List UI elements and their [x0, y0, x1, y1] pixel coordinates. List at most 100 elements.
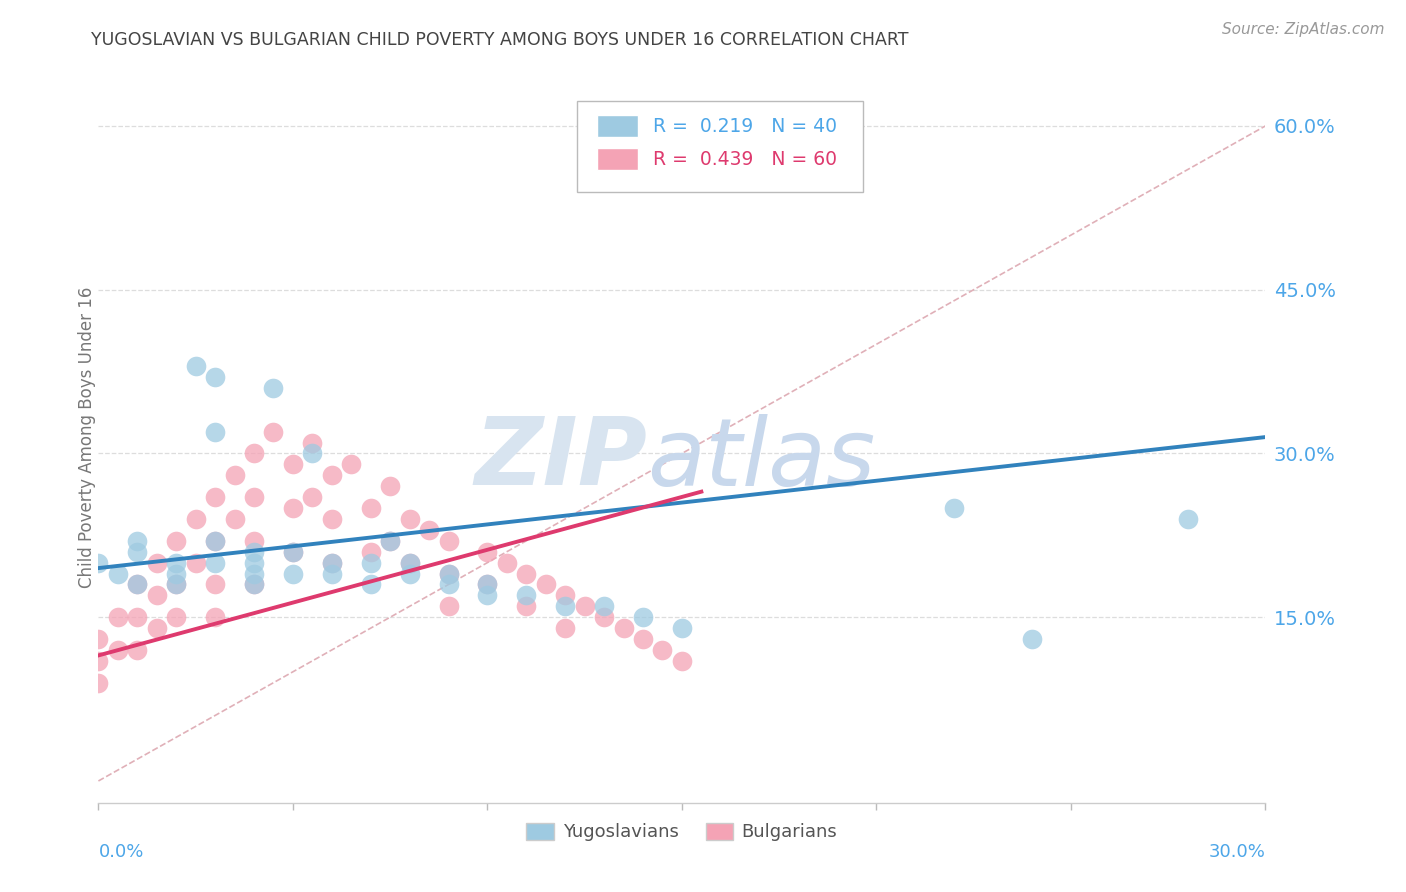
Point [127, 545, 149, 559]
Point [398, 556, 420, 570]
Point [243, 577, 266, 591]
Point [165, 577, 187, 591]
Point [554, 599, 576, 614]
Point [437, 599, 460, 614]
Point [204, 533, 226, 548]
Point [165, 610, 187, 624]
Point [146, 556, 169, 570]
Text: R =  0.219   N = 40: R = 0.219 N = 40 [652, 117, 837, 136]
Point [515, 566, 537, 581]
Point [437, 566, 460, 581]
Text: atlas: atlas [647, 414, 875, 505]
Point [87, 632, 110, 646]
Point [398, 512, 420, 526]
Point [515, 588, 537, 602]
Point [87, 654, 110, 668]
Point [146, 621, 169, 635]
Legend: Yugoslavians, Bulgarians: Yugoslavians, Bulgarians [519, 815, 845, 848]
Point [204, 370, 226, 384]
Point [554, 621, 576, 635]
Point [243, 490, 266, 504]
Point [107, 566, 129, 581]
Point [165, 577, 187, 591]
Point [437, 566, 460, 581]
Point [204, 490, 226, 504]
Point [127, 643, 149, 657]
Point [477, 577, 499, 591]
Point [1021, 632, 1043, 646]
Point [127, 533, 149, 548]
Point [321, 512, 343, 526]
Point [554, 588, 576, 602]
Point [262, 381, 284, 395]
Y-axis label: Child Poverty Among Boys Under 16: Child Poverty Among Boys Under 16 [79, 286, 96, 588]
Point [321, 556, 343, 570]
Point [243, 533, 266, 548]
Point [107, 643, 129, 657]
Point [398, 566, 420, 581]
Text: R =  0.439   N = 60: R = 0.439 N = 60 [652, 150, 837, 169]
Point [243, 577, 266, 591]
Point [477, 545, 499, 559]
Point [146, 588, 169, 602]
Point [380, 533, 402, 548]
Point [165, 556, 187, 570]
Text: 0.0%: 0.0% [98, 843, 143, 861]
Point [321, 566, 343, 581]
Point [496, 556, 519, 570]
Point [631, 610, 654, 624]
Point [593, 599, 616, 614]
Point [243, 446, 266, 460]
Point [321, 468, 343, 483]
Point [281, 545, 304, 559]
Point [301, 435, 323, 450]
Point [204, 425, 226, 439]
Point [380, 533, 402, 548]
Point [184, 512, 207, 526]
Point [380, 479, 402, 493]
Point [204, 577, 226, 591]
Point [631, 632, 654, 646]
Point [340, 458, 363, 472]
Point [243, 545, 266, 559]
Text: ZIP: ZIP [474, 413, 647, 505]
Point [184, 359, 207, 373]
Point [360, 501, 382, 516]
Point [243, 556, 266, 570]
Point [224, 512, 246, 526]
Point [165, 566, 187, 581]
Point [127, 577, 149, 591]
Point [301, 490, 323, 504]
Point [262, 425, 284, 439]
Point [224, 468, 246, 483]
Point [301, 446, 323, 460]
Point [1177, 512, 1199, 526]
Text: Source: ZipAtlas.com: Source: ZipAtlas.com [1222, 22, 1385, 37]
Point [127, 577, 149, 591]
Point [437, 577, 460, 591]
Point [281, 458, 304, 472]
Point [534, 577, 557, 591]
Point [360, 577, 382, 591]
Point [418, 523, 440, 537]
Point [87, 675, 110, 690]
Point [515, 599, 537, 614]
Point [398, 556, 420, 570]
Point [127, 610, 149, 624]
Point [281, 501, 304, 516]
Point [204, 556, 226, 570]
Point [184, 556, 207, 570]
Point [651, 643, 673, 657]
Point [107, 610, 129, 624]
Text: YUGOSLAVIAN VS BULGARIAN CHILD POVERTY AMONG BOYS UNDER 16 CORRELATION CHART: YUGOSLAVIAN VS BULGARIAN CHILD POVERTY A… [91, 31, 908, 49]
Point [321, 556, 343, 570]
Point [360, 545, 382, 559]
FancyBboxPatch shape [596, 148, 637, 170]
Point [165, 533, 187, 548]
FancyBboxPatch shape [596, 115, 637, 137]
Point [281, 566, 304, 581]
Point [204, 533, 226, 548]
Point [574, 599, 596, 614]
Point [613, 621, 636, 635]
Point [281, 545, 304, 559]
